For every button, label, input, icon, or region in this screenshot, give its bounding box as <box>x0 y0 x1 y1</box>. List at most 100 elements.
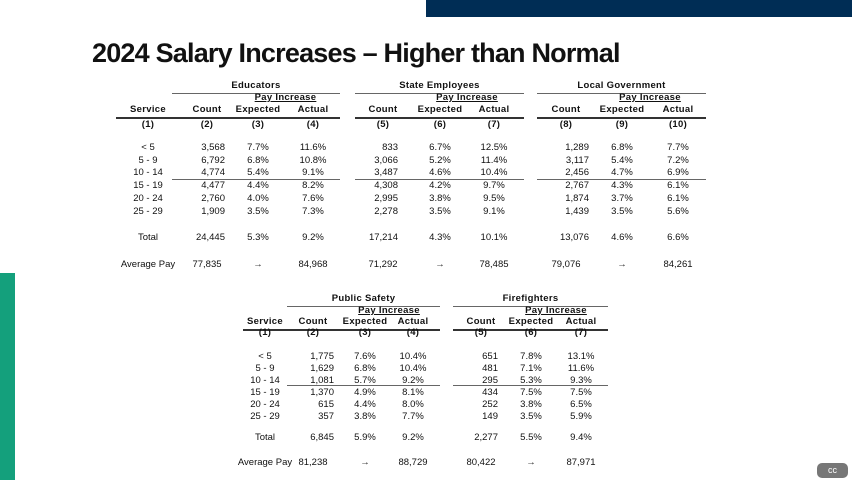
divider <box>172 179 340 180</box>
row-label: 15 - 19 <box>250 387 280 398</box>
col-number: (3) <box>251 119 265 130</box>
value-cell: 7.5% <box>570 387 592 398</box>
count-cell: 1,775 <box>310 351 334 362</box>
row-label: 20 - 24 <box>133 193 163 204</box>
count-cell: 1,874 <box>565 193 589 204</box>
count-cell: 24,445 <box>195 232 225 243</box>
count-cell: 4,477 <box>201 180 225 191</box>
row-label: 25 - 29 <box>250 411 280 422</box>
count-cell: 2,767 <box>565 180 589 191</box>
value-cell: 10.8% <box>299 155 327 166</box>
divider <box>537 93 706 94</box>
value-cell: 4.9% <box>354 387 376 398</box>
count-cell: 6,845 <box>310 432 334 443</box>
count-cell: 1,909 <box>201 206 225 217</box>
value-cell: 9.2% <box>402 432 424 443</box>
value-cell: 4.3% <box>429 232 451 243</box>
divider <box>243 329 440 331</box>
col-header-expected: Expected <box>235 104 281 115</box>
row-label: Total <box>254 432 276 443</box>
value-cell: 10.4% <box>480 167 508 178</box>
count-cell: 1,629 <box>310 363 334 374</box>
value-cell: 4.3% <box>611 180 633 191</box>
value-cell: 8.1% <box>402 387 424 398</box>
value-cell: 7.1% <box>520 363 542 374</box>
value-cell: 4.6% <box>611 232 633 243</box>
divider <box>355 117 524 119</box>
value-cell: 9.3% <box>570 375 592 386</box>
col-number: (7) <box>574 327 588 338</box>
value-cell: 6.8% <box>611 142 633 153</box>
value-cell: 13.1% <box>567 351 595 362</box>
col-number: (2) <box>306 327 320 338</box>
captions-button[interactable]: cc <box>817 463 848 478</box>
slide-title: 2024 Salary Increases – Higher than Norm… <box>92 38 620 68</box>
col-number: (3) <box>358 327 372 338</box>
col-number: (1) <box>141 119 155 130</box>
col-number: (9) <box>615 119 629 130</box>
value-cell: 4.2% <box>429 180 451 191</box>
col-header-expected: Expected <box>417 104 463 115</box>
count-cell: 2,995 <box>374 193 398 204</box>
value-cell: 6.1% <box>667 193 689 204</box>
col-number: (5) <box>376 119 390 130</box>
value-cell: 12.5% <box>480 142 508 153</box>
row-label: 5 - 9 <box>138 155 158 166</box>
value-cell: 6.9% <box>667 167 689 178</box>
value-cell: 7.6% <box>354 351 376 362</box>
value-cell: 10.4% <box>399 351 427 362</box>
count-cell: 357 <box>318 411 334 422</box>
pay-increase-header: Pay Increase <box>254 92 317 103</box>
col-number: (4) <box>306 119 320 130</box>
value-cell: 4.4% <box>354 399 376 410</box>
pay-increase-header: Pay Increase <box>525 305 587 316</box>
col-header-count: Count <box>466 316 496 327</box>
group-title: Public Safety <box>331 293 396 304</box>
col-number: (6) <box>524 327 538 338</box>
count-cell: 1,370 <box>310 387 334 398</box>
value-cell: 5.3% <box>520 375 542 386</box>
divider <box>537 117 706 119</box>
value-cell: 7.6% <box>302 193 324 204</box>
count-cell: 481 <box>482 363 498 374</box>
value-cell: 3.5% <box>429 206 451 217</box>
value-cell: 4.7% <box>611 167 633 178</box>
value-cell: 9.2% <box>402 375 424 386</box>
col-number: (5) <box>474 327 488 338</box>
value-cell: 9.2% <box>302 232 324 243</box>
value-cell: 81,238 <box>298 457 328 468</box>
col-header-expected: Expected <box>342 316 388 327</box>
value-cell: 9.5% <box>483 193 505 204</box>
row-label: 10 - 14 <box>133 167 163 178</box>
divider <box>116 117 340 119</box>
count-cell: 615 <box>318 399 334 410</box>
value-cell: 3.8% <box>429 193 451 204</box>
value-cell: 9.1% <box>302 167 324 178</box>
value-cell: 9.1% <box>483 206 505 217</box>
value-cell: 6.7% <box>429 142 451 153</box>
value-cell: → <box>360 457 370 468</box>
value-cell: 6.5% <box>570 399 592 410</box>
group-title: Firefighters <box>502 293 559 304</box>
pay-increase-header: Pay Increase <box>358 305 420 316</box>
value-cell: 11.6% <box>299 142 327 153</box>
value-cell: 4.4% <box>247 180 269 191</box>
group-title: Local Government <box>577 80 666 91</box>
divider <box>172 93 340 94</box>
value-cell: 7.5% <box>520 387 542 398</box>
count-cell: 2,760 <box>201 193 225 204</box>
value-cell: 5.4% <box>247 167 269 178</box>
row-label: 20 - 24 <box>250 399 280 410</box>
count-cell: 13,076 <box>559 232 589 243</box>
value-cell: 9.4% <box>570 432 592 443</box>
row-label: Average Pay <box>237 457 293 468</box>
row-label: 10 - 14 <box>250 375 280 386</box>
value-cell: 6.8% <box>354 363 376 374</box>
value-cell: 3.8% <box>520 399 542 410</box>
value-cell: 79,076 <box>551 259 581 270</box>
value-cell: 71,292 <box>368 259 398 270</box>
col-header-actual: Actual <box>565 316 597 327</box>
count-cell: 434 <box>482 387 498 398</box>
divider <box>453 329 608 331</box>
value-cell: 3.7% <box>611 193 633 204</box>
